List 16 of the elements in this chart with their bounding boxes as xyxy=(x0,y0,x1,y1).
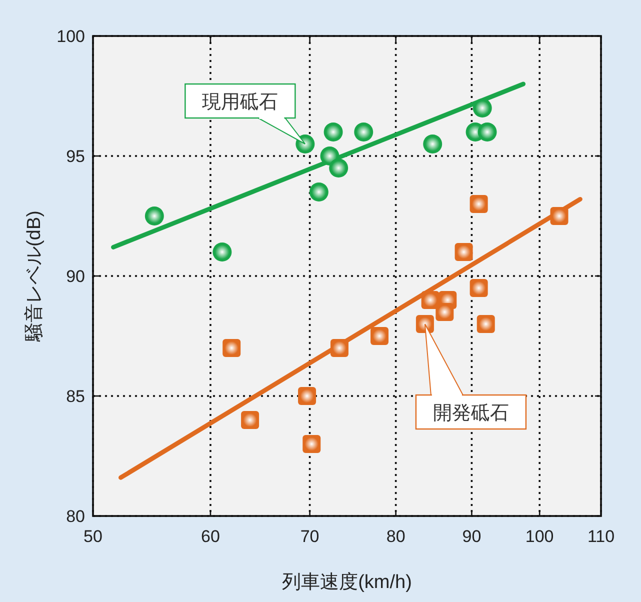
legend-label: 開発砥石 xyxy=(432,403,509,424)
y-axis-title: 騒音レベル(dB) xyxy=(23,210,45,342)
x-tick-label: 50 xyxy=(84,527,102,546)
y-tick-label: 95 xyxy=(66,147,85,166)
x-tick-label: 90 xyxy=(462,527,482,546)
x-tick-label: 70 xyxy=(300,527,320,546)
x-tick-label: 80 xyxy=(386,527,406,546)
y-tick-label: 100 xyxy=(56,27,85,46)
x-tick-label: 110 xyxy=(587,527,615,546)
x-axis-title: 列車速度(km/h) xyxy=(282,571,412,593)
x-tick-label: 100 xyxy=(525,527,554,546)
x-tick-label: 60 xyxy=(201,527,220,546)
y-tick-label: 80 xyxy=(66,507,85,526)
y-tick-label: 90 xyxy=(66,267,85,286)
y-tick-label: 85 xyxy=(66,387,85,406)
series-label: 現用砥石 xyxy=(202,92,278,113)
